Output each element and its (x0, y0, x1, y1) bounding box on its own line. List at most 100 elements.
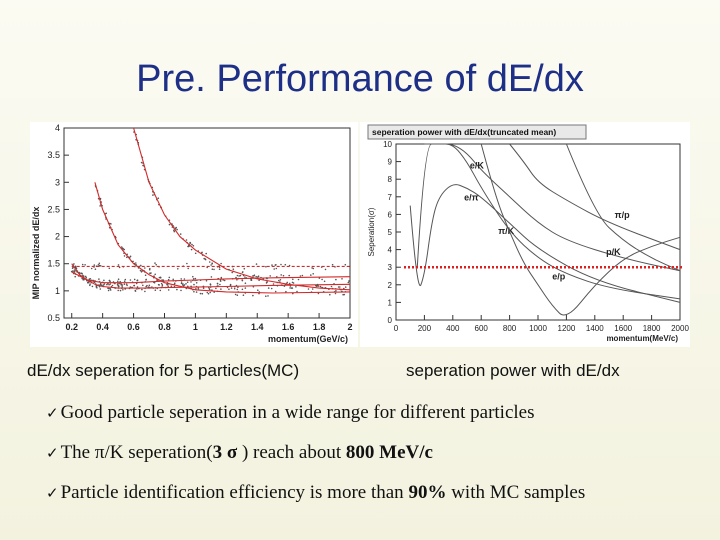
scatter-point (118, 266, 121, 269)
series-line (480, 143, 681, 316)
scatter-point (339, 286, 341, 288)
scatter-point (289, 287, 291, 289)
scatter-point (73, 269, 76, 271)
series-line (424, 143, 681, 300)
checkmark-icon: ✓ (46, 484, 59, 502)
scatter-point (238, 275, 240, 277)
scatter-point (81, 272, 83, 275)
scatter-point (330, 285, 333, 288)
scatter-point (126, 256, 128, 259)
scatter-point (174, 282, 176, 284)
scatter-point (322, 291, 325, 293)
scatter-point (258, 279, 260, 282)
scatter-point (329, 293, 331, 296)
scatter-point (344, 286, 347, 288)
scatter-point (175, 226, 177, 229)
scatter-point (136, 279, 138, 282)
scatter-point (129, 279, 132, 281)
x-tick-label: 1200 (558, 324, 576, 333)
dedx-scatter-svg: 0.5 1 1.5 2 2.5 3 3.5 4 0.2 0.4 0.6 0.8 1 1.2 1.4 1.6 1.… (30, 122, 358, 347)
x-tick-label: 0.2 (65, 322, 78, 332)
scatter-point (189, 241, 191, 244)
scatter-point (191, 243, 193, 246)
scatter-point (307, 288, 310, 290)
scatter-point (229, 283, 232, 286)
scatter-point (167, 278, 170, 281)
scatter-point (154, 289, 157, 291)
scatter-point (280, 263, 282, 266)
scatter-point (81, 263, 84, 266)
scatter-point (311, 267, 313, 269)
scatter-point (335, 278, 337, 281)
fit-curve (71, 271, 351, 284)
y-tick-label: 4 (388, 246, 393, 255)
plot-background (30, 122, 358, 347)
scatter-point (275, 264, 277, 266)
scatter-point (232, 268, 235, 270)
scatter-point (187, 285, 189, 288)
scatter-point (213, 268, 215, 271)
scatter-point (153, 281, 156, 284)
scatter-point (211, 262, 213, 265)
scatter-point (270, 287, 273, 290)
scatter-point (89, 278, 92, 280)
scatter-point (73, 270, 75, 273)
scatter-point (84, 275, 87, 278)
x-tick-label: 1.2 (220, 322, 233, 332)
scatter-point (244, 287, 247, 289)
scatter-point (233, 287, 236, 290)
scatter-point (260, 276, 262, 279)
scatter-point (126, 284, 128, 287)
y-axis-label: Seperation(σ) (367, 207, 376, 256)
scatter-point (74, 267, 77, 269)
title-box (367, 124, 587, 140)
scatter-point (235, 276, 237, 279)
x-tick-label: 800 (503, 324, 517, 333)
scatter-point (284, 263, 287, 266)
scatter-point (146, 284, 148, 287)
scatter-point (185, 283, 187, 285)
scatter-point (265, 266, 267, 268)
scatter-point (341, 290, 343, 293)
scatter-point (89, 284, 91, 287)
scatter-point (228, 268, 230, 271)
scatter-point (137, 267, 140, 269)
scatter-point (136, 286, 139, 288)
scatter-point (317, 285, 320, 287)
scatter-point (244, 282, 247, 284)
scatter-point (291, 287, 294, 289)
scatter-point (119, 280, 121, 283)
scatter-point (157, 197, 160, 199)
right-plot-caption: seperation power with dE/dx (406, 361, 620, 380)
scatter-point (195, 291, 198, 293)
fit-curve (94, 182, 351, 294)
scatter-point (241, 288, 244, 291)
scatter-point (160, 282, 163, 285)
scatter-point (133, 278, 136, 281)
scatter-point (282, 274, 285, 277)
scatter-point (101, 284, 103, 286)
scatter-point (273, 268, 275, 270)
scatter-point (82, 274, 84, 277)
x-tick-label: 0.8 (158, 322, 171, 332)
scatter-point (237, 286, 239, 288)
scatter-point (337, 286, 340, 288)
bullet-3-text-a: Particle identification efficiency is mo… (60, 482, 409, 503)
x-tick-label: 400 (446, 324, 460, 333)
scatter-point (144, 274, 147, 276)
scatter-point (94, 268, 97, 270)
scatter-point (317, 292, 320, 295)
scatter-point (97, 264, 100, 266)
scatter-point (117, 289, 119, 292)
scatter-point (180, 278, 182, 280)
scatter-point (223, 279, 226, 282)
scatter-point (285, 290, 287, 293)
scatter-point (120, 246, 123, 248)
scatter-point (133, 284, 135, 287)
scatter-point (252, 294, 254, 297)
scatter-point (208, 261, 211, 263)
scatter-point (236, 288, 239, 291)
x-tick-label: 600 (475, 324, 489, 333)
scatter-point (323, 280, 326, 283)
series-line (509, 143, 681, 251)
